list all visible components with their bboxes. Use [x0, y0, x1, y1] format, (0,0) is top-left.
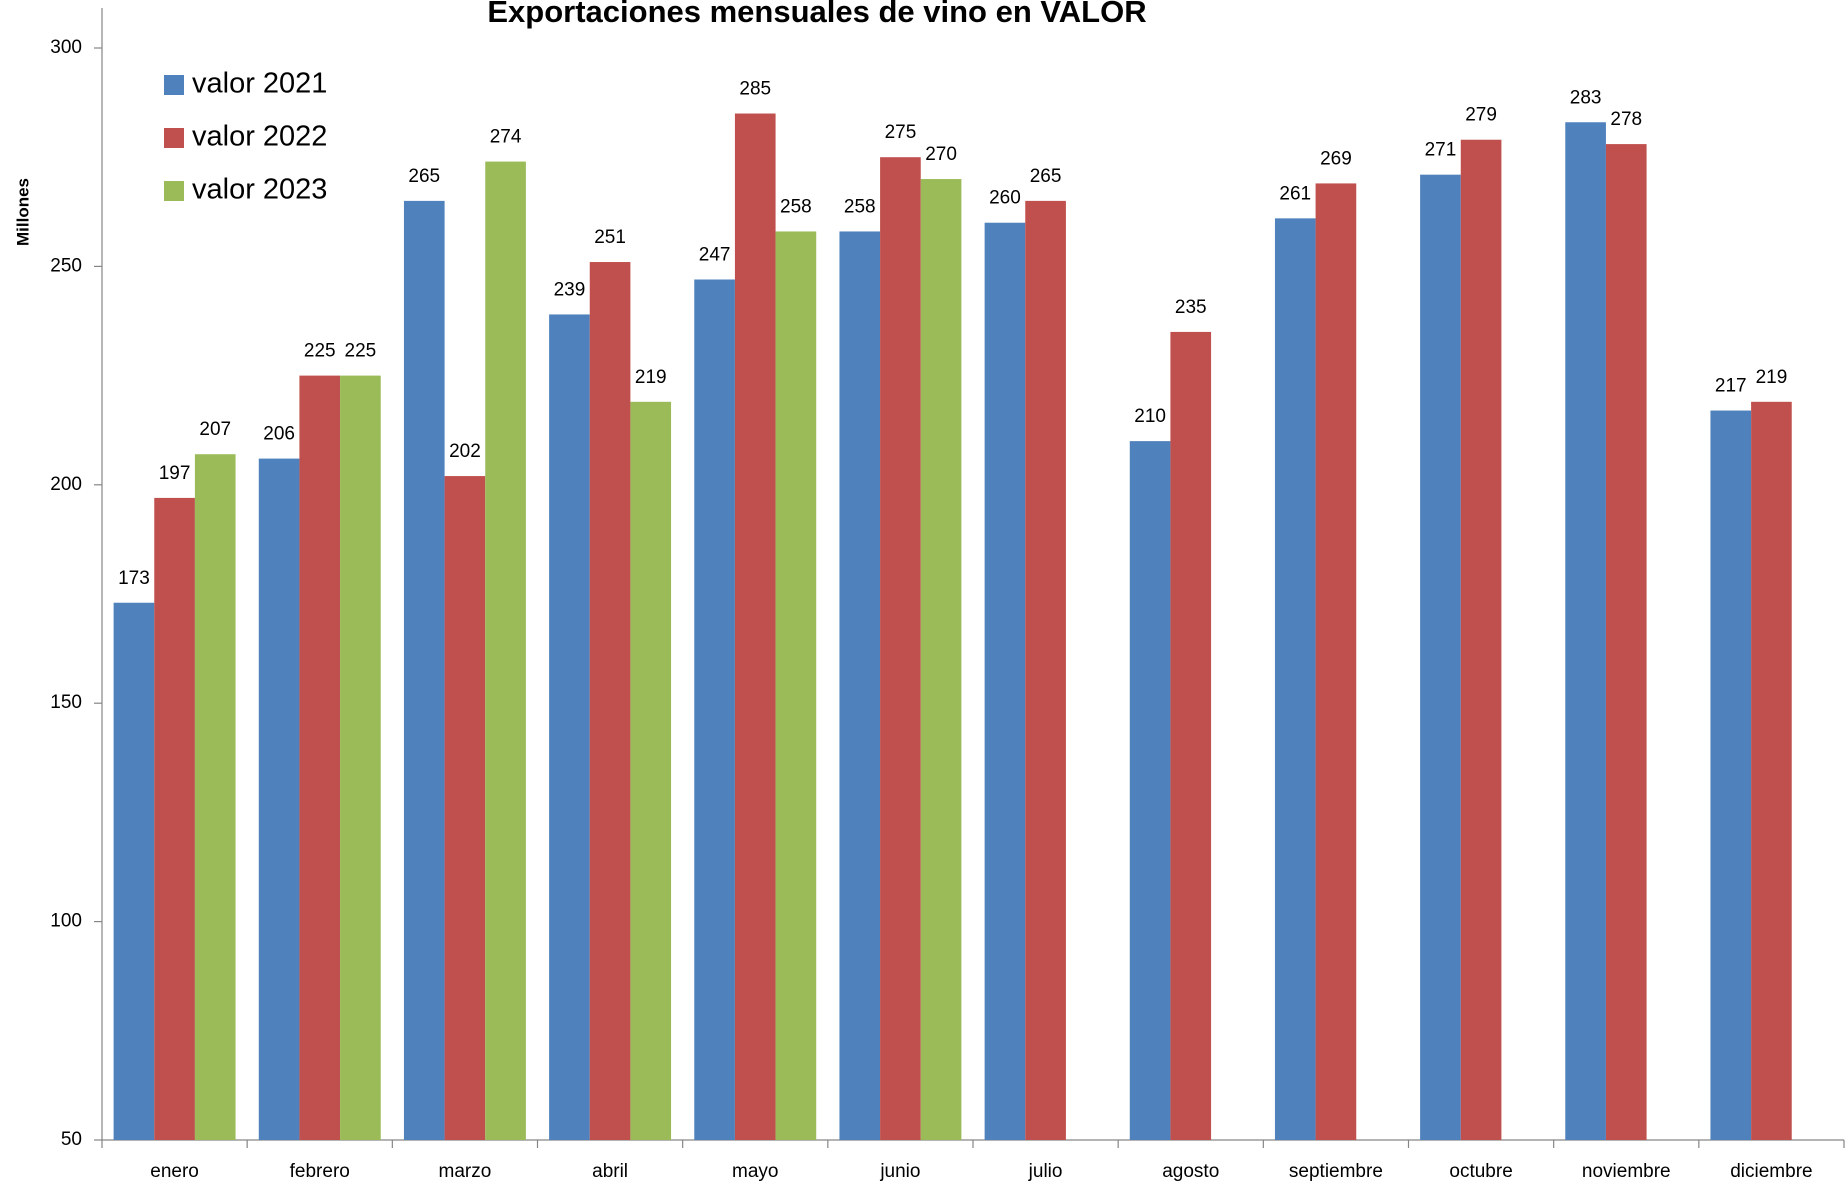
data-label: 207	[199, 419, 231, 440]
bar	[549, 314, 590, 1140]
data-label: 269	[1320, 148, 1352, 169]
bar	[299, 375, 341, 1141]
x-tick-label: octubre	[1449, 1161, 1512, 1182]
bar	[630, 401, 672, 1141]
bar	[1025, 200, 1066, 1140]
data-label: 274	[490, 127, 522, 148]
x-tick-label: junio	[879, 1161, 920, 1182]
data-label: 260	[989, 188, 1021, 209]
data-label: 247	[699, 245, 731, 266]
data-label: 217	[1715, 376, 1747, 397]
x-tick-label: marzo	[439, 1161, 492, 1182]
x-tick-label: noviembre	[1582, 1161, 1671, 1182]
bar	[485, 161, 526, 1140]
data-label: 219	[1756, 367, 1788, 388]
y-tick-label: 150	[50, 692, 82, 713]
bar	[1274, 218, 1316, 1141]
data-label: 173	[118, 568, 150, 589]
bar	[1170, 331, 1212, 1140]
y-tick-label: 100	[50, 911, 82, 932]
bar	[589, 262, 631, 1141]
data-label: 283	[1570, 87, 1602, 108]
bar	[694, 279, 735, 1140]
data-label: 270	[925, 144, 957, 165]
bar	[154, 497, 195, 1140]
bar	[1420, 174, 1461, 1140]
bar	[839, 231, 881, 1140]
y-tick-label: 50	[61, 1129, 82, 1150]
x-tick-label: mayo	[732, 1161, 778, 1182]
data-label: 197	[159, 463, 191, 484]
bar	[1605, 144, 1647, 1140]
bar	[920, 179, 962, 1141]
x-tick-label: septiembre	[1289, 1161, 1383, 1182]
data-label: 275	[885, 122, 917, 143]
data-label: 265	[408, 166, 440, 187]
y-tick-label: 300	[50, 37, 82, 58]
data-label: 258	[780, 196, 812, 217]
data-label: 235	[1175, 297, 1207, 318]
legend-swatch	[164, 128, 184, 148]
data-label: 258	[844, 196, 876, 217]
data-label: 265	[1030, 166, 1062, 187]
legend-label: valor 2021	[192, 68, 327, 100]
legend-label: valor 2023	[192, 174, 327, 206]
x-tick-label: enero	[150, 1161, 199, 1182]
data-label: 285	[739, 79, 771, 100]
y-axis-label: Millones	[13, 178, 32, 246]
bar	[1315, 183, 1357, 1140]
bar	[1710, 410, 1752, 1140]
bar	[734, 113, 776, 1140]
bar	[1565, 122, 1606, 1141]
x-tick-label: julio	[1028, 1161, 1063, 1182]
bar	[444, 476, 486, 1141]
bar	[775, 231, 817, 1140]
data-label: 225	[304, 341, 336, 362]
bar	[194, 454, 236, 1140]
bar	[340, 375, 381, 1141]
data-label: 271	[1425, 140, 1457, 161]
bar	[984, 222, 1026, 1141]
bar	[1751, 401, 1792, 1141]
bar	[258, 458, 300, 1140]
bar	[403, 200, 445, 1140]
y-tick-label: 200	[50, 474, 82, 495]
chart-title: Exportaciones mensuales de vino en VALOR	[487, 0, 1146, 29]
legend-swatch	[164, 181, 184, 201]
legend-swatch	[164, 75, 184, 95]
legend-label: valor 2022	[192, 121, 327, 153]
bar	[113, 602, 155, 1140]
data-label: 279	[1465, 105, 1497, 126]
data-label: 202	[449, 441, 481, 462]
data-label: 278	[1610, 109, 1642, 130]
bar	[1460, 139, 1502, 1140]
data-label: 261	[1279, 183, 1311, 204]
x-tick-label: febrero	[290, 1161, 350, 1182]
bar	[1129, 441, 1171, 1140]
x-tick-label: agosto	[1162, 1161, 1219, 1182]
data-label: 206	[263, 424, 295, 445]
bar	[880, 157, 921, 1140]
data-label: 219	[635, 367, 667, 388]
data-label: 251	[594, 227, 626, 248]
y-tick-label: 250	[50, 255, 82, 276]
x-tick-label: abril	[592, 1161, 628, 1182]
x-tick-label: diciembre	[1730, 1161, 1812, 1182]
data-label: 225	[345, 341, 377, 362]
data-label: 210	[1134, 406, 1166, 427]
data-label: 239	[554, 279, 586, 300]
